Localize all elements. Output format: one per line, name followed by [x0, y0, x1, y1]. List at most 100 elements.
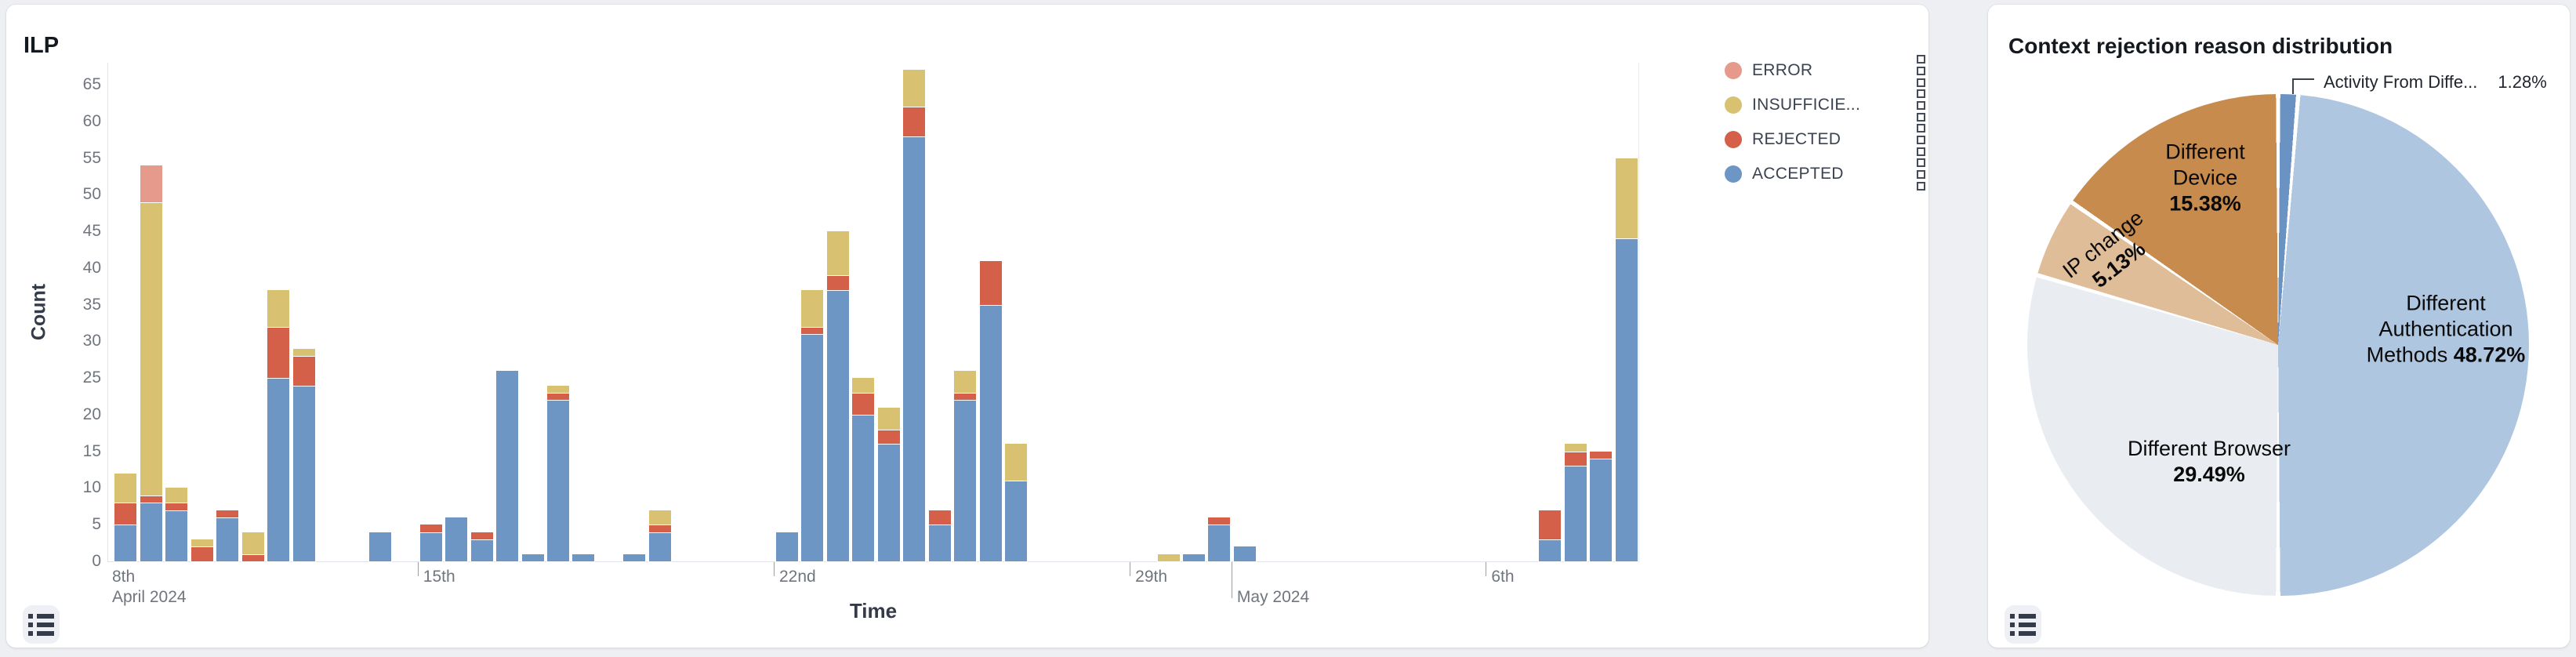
bar-segment-insufficient[interactable]	[547, 385, 569, 393]
bar-segment-accepted[interactable]	[114, 525, 137, 561]
bar-segment-rejected[interactable]	[648, 525, 671, 532]
bar-segment-accepted[interactable]	[801, 334, 824, 561]
bar-segment-accepted[interactable]	[368, 532, 391, 561]
bar-segment-accepted[interactable]	[1615, 238, 1638, 561]
legend-item-rejected[interactable]: REJECTED	[1725, 122, 1927, 157]
bar-segment-insufficient[interactable]	[877, 407, 900, 430]
grip-squares-icon[interactable]	[1917, 123, 1925, 156]
bar-segment-insufficient[interactable]	[954, 370, 977, 393]
bar-segment-insufficient[interactable]	[190, 539, 213, 547]
bar-segment-insufficient[interactable]	[1157, 554, 1180, 561]
bar-segment-insufficient[interactable]	[1564, 444, 1587, 452]
bar-segment-rejected[interactable]	[954, 392, 977, 401]
bar-segment-accepted[interactable]	[267, 378, 290, 561]
bar-segment-accepted[interactable]	[648, 532, 671, 561]
legend-item-insufficie[interactable]: INSUFFICIE...	[1725, 88, 1927, 122]
bar-segment-accepted[interactable]	[775, 532, 798, 561]
list-icon	[28, 613, 54, 636]
bar-segment-accepted[interactable]	[826, 289, 849, 561]
bar-segment-accepted[interactable]	[1183, 554, 1206, 561]
bar-segment-insufficient[interactable]	[140, 201, 162, 495]
bar-segment-rejected[interactable]	[1590, 451, 1613, 459]
grip-squares-icon[interactable]	[1917, 158, 1925, 191]
bar-segment-accepted[interactable]	[521, 554, 544, 561]
bar-segment-accepted[interactable]	[419, 532, 442, 561]
bar-segment-accepted[interactable]	[165, 510, 188, 561]
bar-segment-rejected[interactable]	[1539, 510, 1562, 539]
bar-segment-accepted[interactable]	[979, 304, 1002, 561]
list-icon	[2010, 613, 2036, 636]
bar-segment-accepted[interactable]	[1539, 539, 1562, 561]
bar-segment-rejected[interactable]	[1564, 451, 1587, 466]
bar-segment-rejected[interactable]	[165, 503, 188, 510]
legend-item-error[interactable]: ERROR	[1725, 53, 1927, 88]
bar-segment-insufficient[interactable]	[648, 510, 671, 525]
bar-segment-rejected[interactable]	[852, 392, 875, 415]
bar-segment-insufficient[interactable]	[114, 473, 137, 503]
bar-segment-accepted[interactable]	[292, 385, 315, 561]
bar-segment-insufficient[interactable]	[801, 289, 824, 327]
y-tick-label: 25	[82, 368, 101, 387]
bar-segment-insufficient[interactable]	[241, 532, 264, 554]
bar-segment-accepted[interactable]	[954, 400, 977, 561]
bar-segment-rejected[interactable]	[801, 326, 824, 335]
bar-segment-insufficient[interactable]	[165, 488, 188, 503]
bar-segment-accepted[interactable]	[1208, 525, 1231, 561]
bar-segment-rejected[interactable]	[1208, 517, 1231, 525]
legend-color-dot	[1725, 96, 1742, 114]
bar-segment-accepted[interactable]	[445, 517, 468, 561]
pie-label-different-authentication-methods: Different Authentication Methods 48.72%	[2366, 291, 2526, 367]
grip-squares-icon[interactable]	[1917, 89, 1925, 122]
bar-segment-rejected[interactable]	[547, 392, 569, 401]
list-toggle-button[interactable]	[23, 605, 60, 644]
bar-segment-accepted[interactable]	[1004, 481, 1027, 561]
bar-segment-accepted[interactable]	[928, 525, 951, 561]
bar-segment-rejected[interactable]	[190, 546, 213, 561]
pie-chart[interactable]	[2027, 94, 2529, 596]
callout-label-text: Activity From Diffe...	[2324, 72, 2478, 92]
bar-segment-rejected[interactable]	[928, 510, 951, 525]
legend-label: INSUFFICIE...	[1752, 96, 1861, 114]
legend-item-accepted[interactable]: ACCEPTED	[1725, 157, 1927, 191]
y-tick-label: 30	[82, 332, 101, 350]
bar-segment-rejected[interactable]	[826, 275, 849, 290]
bar-segment-rejected[interactable]	[979, 260, 1002, 305]
bar-segment-rejected[interactable]	[140, 495, 162, 503]
x-tick-label: 8th	[112, 568, 136, 586]
bar-segment-accepted[interactable]	[1564, 466, 1587, 561]
bar-segment-accepted[interactable]	[877, 444, 900, 561]
bar-segment-insufficient[interactable]	[1615, 158, 1638, 239]
list-toggle-button[interactable]	[2005, 605, 2041, 644]
bar-segment-insufficient[interactable]	[267, 289, 290, 327]
bar-segment-insufficient[interactable]	[903, 70, 926, 107]
bar-segment-rejected[interactable]	[114, 503, 137, 525]
bar-segment-accepted[interactable]	[496, 370, 519, 561]
bar-segment-rejected[interactable]	[267, 326, 290, 379]
bar-segment-rejected[interactable]	[903, 107, 926, 136]
bar-segment-accepted[interactable]	[623, 554, 646, 561]
bar-segment-accepted[interactable]	[547, 400, 569, 561]
bar-segment-rejected[interactable]	[216, 510, 239, 517]
grip-squares-icon[interactable]	[1917, 54, 1925, 87]
callout-leader-line	[2292, 78, 2294, 94]
bar-segment-accepted[interactable]	[1590, 459, 1613, 561]
bar-segment-error[interactable]	[140, 165, 162, 202]
bar-segment-accepted[interactable]	[852, 414, 875, 561]
bar-segment-accepted[interactable]	[1233, 546, 1256, 561]
bar-segment-accepted[interactable]	[140, 503, 162, 561]
bar-segment-rejected[interactable]	[419, 525, 442, 532]
bar-segment-rejected[interactable]	[470, 532, 493, 539]
bar-segment-rejected[interactable]	[241, 554, 264, 561]
callout-label: Activity From Diffe... 1.28%	[2324, 72, 2547, 93]
bar-segment-accepted[interactable]	[903, 136, 926, 561]
bar-segment-accepted[interactable]	[216, 517, 239, 561]
bar-segment-insufficient[interactable]	[826, 231, 849, 276]
bar-segment-accepted[interactable]	[572, 554, 595, 561]
bar-segment-insufficient[interactable]	[1004, 444, 1027, 481]
pie-label-different-browser: Different Browser 29.49%	[2127, 437, 2291, 486]
bar-segment-insufficient[interactable]	[292, 348, 315, 357]
bar-segment-accepted[interactable]	[470, 539, 493, 561]
bar-segment-rejected[interactable]	[877, 429, 900, 445]
bar-segment-insufficient[interactable]	[852, 378, 875, 393]
bar-segment-rejected[interactable]	[292, 356, 315, 386]
